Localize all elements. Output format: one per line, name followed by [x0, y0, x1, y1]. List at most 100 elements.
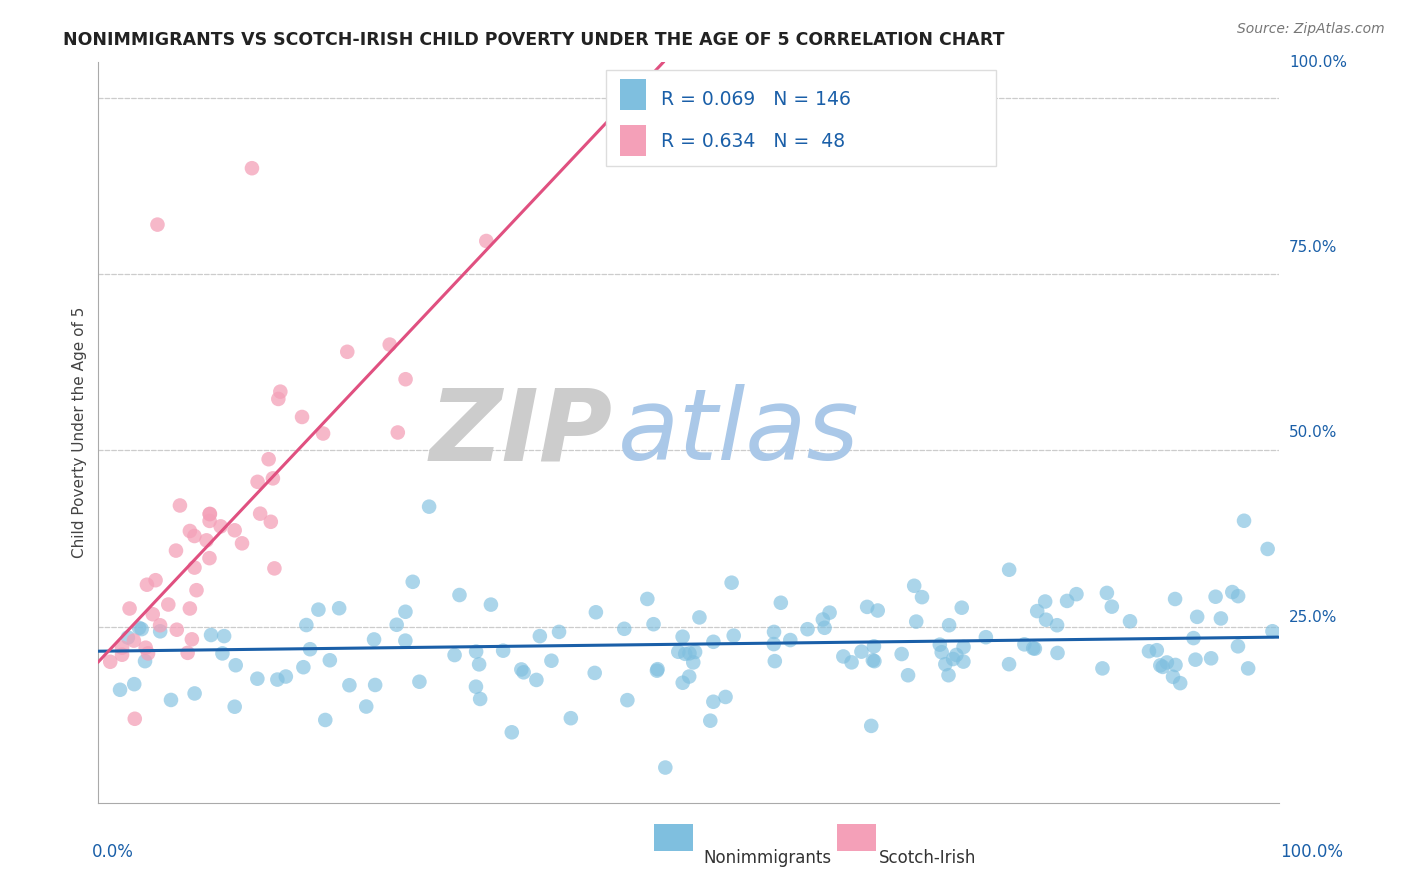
Point — [449, 588, 471, 602]
Point — [714, 690, 737, 704]
Point — [1233, 514, 1256, 528]
Point — [394, 633, 416, 648]
FancyBboxPatch shape — [606, 70, 995, 166]
Point — [117, 631, 139, 645]
Point — [443, 648, 465, 662]
Point — [149, 618, 172, 632]
Point — [1022, 641, 1045, 656]
Point — [585, 605, 607, 619]
Point — [267, 392, 290, 406]
Point — [224, 699, 246, 714]
Point — [1168, 676, 1191, 690]
Point — [385, 617, 408, 632]
Point — [364, 678, 387, 692]
Point — [699, 714, 721, 728]
Point — [1046, 618, 1069, 632]
Point — [1137, 644, 1160, 658]
Point — [616, 693, 638, 707]
Point — [763, 624, 786, 639]
Point — [142, 607, 165, 622]
Point — [479, 598, 502, 612]
Point — [134, 654, 156, 668]
Point — [465, 680, 488, 694]
Point — [1261, 624, 1284, 639]
Point — [529, 629, 551, 643]
Point — [165, 543, 187, 558]
Point — [146, 218, 169, 232]
Point — [1046, 646, 1069, 660]
Point — [818, 606, 841, 620]
Point — [1014, 637, 1036, 651]
Point — [180, 632, 202, 647]
Point — [654, 760, 676, 774]
Point — [108, 682, 131, 697]
Point — [688, 610, 710, 624]
Point — [647, 662, 669, 676]
Text: Scotch-Irish: Scotch-Irish — [879, 849, 976, 867]
Point — [862, 653, 884, 667]
Point — [363, 632, 385, 647]
Text: Source: ZipAtlas.com: Source: ZipAtlas.com — [1237, 22, 1385, 37]
Point — [1091, 661, 1114, 675]
Point — [128, 621, 150, 635]
Point — [160, 693, 183, 707]
Text: 100.0%: 100.0% — [1279, 843, 1343, 861]
Point — [1227, 589, 1250, 603]
Point — [314, 713, 336, 727]
Point — [998, 563, 1021, 577]
Point — [135, 640, 157, 655]
Point — [678, 669, 700, 683]
Text: R = 0.634   N =  48: R = 0.634 N = 48 — [661, 131, 845, 151]
Point — [526, 673, 548, 687]
Point — [295, 618, 318, 632]
Point — [312, 426, 335, 441]
Point — [540, 654, 562, 668]
Point — [246, 672, 269, 686]
Point — [378, 337, 401, 351]
Point — [512, 665, 534, 680]
Point — [613, 622, 636, 636]
Point — [299, 642, 322, 657]
Point — [339, 678, 361, 692]
Point — [702, 695, 724, 709]
Point — [1237, 661, 1260, 675]
Point — [1164, 657, 1187, 672]
Point — [98, 655, 121, 669]
Point — [212, 629, 235, 643]
Text: 0.0%: 0.0% — [91, 843, 134, 861]
Text: 75.0%: 75.0% — [1289, 240, 1337, 255]
Point — [198, 551, 221, 566]
Point — [319, 653, 342, 667]
Bar — [620, 79, 647, 111]
Point — [240, 161, 263, 176]
Point — [672, 630, 695, 644]
Y-axis label: Child Poverty Under the Age of 5: Child Poverty Under the Age of 5 — [72, 307, 87, 558]
Point — [1209, 611, 1232, 625]
Point — [1152, 660, 1174, 674]
Point — [1164, 592, 1187, 607]
Point — [678, 646, 700, 660]
Point — [263, 561, 285, 575]
Point — [465, 644, 488, 658]
Point — [1101, 599, 1123, 614]
Point — [934, 657, 956, 672]
Point — [860, 719, 883, 733]
Point — [1066, 587, 1088, 601]
Point — [779, 633, 801, 648]
Point — [643, 617, 665, 632]
Point — [198, 514, 221, 528]
Point — [974, 630, 997, 644]
Point — [763, 654, 786, 668]
Point — [702, 634, 724, 648]
Point — [292, 660, 315, 674]
Point — [186, 583, 208, 598]
Point — [118, 601, 141, 615]
Point — [1026, 604, 1049, 618]
Point — [928, 638, 950, 652]
Point — [224, 523, 246, 537]
Point — [1205, 590, 1227, 604]
Point — [672, 675, 695, 690]
Point — [468, 692, 491, 706]
Point — [200, 628, 222, 642]
Point — [723, 629, 745, 643]
